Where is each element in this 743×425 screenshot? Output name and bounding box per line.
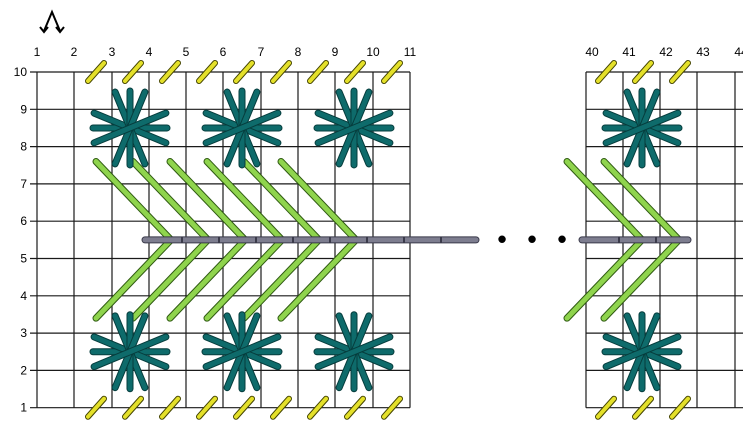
tick-stitch <box>122 395 144 420</box>
chevron-stitch <box>277 236 360 322</box>
star-stitch <box>201 311 283 393</box>
row-label: 6 <box>20 214 27 228</box>
tick-stitch <box>632 60 654 84</box>
column-label: 7 <box>258 45 265 59</box>
tick-stitch <box>233 395 255 420</box>
tick-stitch <box>307 60 329 84</box>
row-label: 1 <box>20 401 27 415</box>
tick-stitch <box>85 395 107 420</box>
axis-labels: 1234567891011404142434410987654321 <box>14 45 743 415</box>
chevron-stitch <box>277 158 360 244</box>
chevron-stitch <box>563 158 646 244</box>
star-stitch <box>601 311 683 393</box>
chevron-stitch <box>203 158 286 244</box>
tick-stitch <box>669 395 691 420</box>
row-label: 9 <box>20 102 27 116</box>
tick-stitch <box>381 60 403 84</box>
column-label: 5 <box>183 45 190 59</box>
column-label: 11 <box>404 45 417 59</box>
chevron-stitch <box>600 236 683 322</box>
chevron-stitch <box>166 236 249 322</box>
column-label: 40 <box>585 45 599 59</box>
star-stitch <box>601 87 683 169</box>
column-label: 3 <box>109 45 116 59</box>
column-label: 41 <box>622 45 636 59</box>
row-label: 2 <box>20 363 27 377</box>
tick-stitch <box>669 60 691 84</box>
chevron-stitch <box>240 236 323 322</box>
slanted-tick-stitches <box>85 60 691 420</box>
column-label: 4 <box>146 45 153 59</box>
tick-stitch <box>595 395 617 420</box>
column-label: 42 <box>659 45 673 59</box>
tick-stitch <box>159 60 181 84</box>
chevron-stitch <box>203 236 286 322</box>
star-stitch <box>201 87 283 169</box>
star-stitch <box>89 87 171 169</box>
chevron-stitch <box>563 236 646 322</box>
tick-stitch <box>632 395 654 420</box>
chevron-stitch <box>92 236 175 322</box>
tick-stitch <box>159 395 181 420</box>
tick-stitch <box>344 60 366 84</box>
chevron-stitch <box>166 158 249 244</box>
chevron-stitch <box>600 158 683 244</box>
row-label: 4 <box>20 289 27 303</box>
row-label: 5 <box>20 252 27 266</box>
tick-stitch <box>307 395 329 420</box>
tick-stitch <box>85 60 107 84</box>
chevron-stitches <box>92 158 683 322</box>
column-label: 43 <box>696 45 710 59</box>
chevron-stitch <box>92 158 175 244</box>
ellipsis-dot: • <box>497 224 506 254</box>
column-label: 1 <box>34 45 41 59</box>
row-label: 7 <box>20 177 27 191</box>
tick-stitch <box>122 60 144 84</box>
row-label: 3 <box>20 326 27 340</box>
tick-stitch <box>344 395 366 420</box>
couched-bar-row <box>141 236 692 244</box>
column-label: 6 <box>220 45 227 59</box>
row-label: 8 <box>20 140 27 154</box>
star-stitch <box>313 311 395 393</box>
star-stitch <box>89 311 171 393</box>
chevron-stitch <box>240 158 323 244</box>
tick-stitch <box>381 395 403 420</box>
continuation-dots: • • • <box>497 224 566 254</box>
tick-stitch <box>196 395 218 420</box>
tick-stitch <box>270 60 292 84</box>
chevron-stitch <box>129 236 212 322</box>
star-stitch <box>313 87 395 169</box>
tick-stitch <box>233 60 255 84</box>
row-label: 10 <box>14 65 28 79</box>
column-label: 2 <box>71 45 78 59</box>
tick-stitch <box>595 60 617 84</box>
tick-stitch <box>270 395 292 420</box>
column-label: 8 <box>295 45 302 59</box>
ellipsis-dot: • <box>557 224 566 254</box>
column-label: 10 <box>366 45 380 59</box>
star-stitches <box>89 87 683 393</box>
column-label: 44 <box>734 45 743 59</box>
start-arrow-icon <box>39 9 65 34</box>
ellipsis-dot: • <box>527 224 536 254</box>
column-label: 9 <box>332 45 339 59</box>
tick-stitch <box>196 60 218 84</box>
chevron-stitch <box>129 158 212 244</box>
